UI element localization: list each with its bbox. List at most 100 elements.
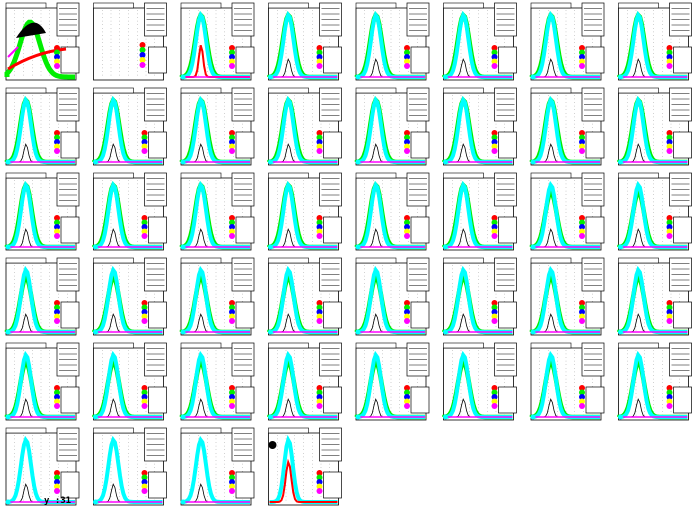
- legend-marker: [54, 309, 60, 315]
- series-cyan-point: [180, 159, 186, 165]
- panel-27: [179, 257, 255, 336]
- series-green: [4, 19, 75, 80]
- panel-12: [267, 87, 342, 166]
- legend-marker: [491, 54, 498, 60]
- legend-marker: [54, 479, 60, 485]
- legend-marker: [404, 228, 410, 235]
- series-cyan-point: [268, 244, 273, 250]
- legend-marker: [141, 228, 148, 235]
- legend-marker: [579, 309, 585, 315]
- legend-marker: [666, 228, 673, 235]
- panel-21: [354, 172, 430, 251]
- legend-marker: [666, 215, 673, 221]
- legend-marker: [54, 233, 60, 239]
- series-cyan-point: [180, 244, 186, 250]
- legend-marker: [666, 300, 673, 306]
- legend-marker: [54, 483, 60, 490]
- panel-title-box: [443, 342, 484, 349]
- panel-38: [442, 342, 517, 421]
- legend-marker: [316, 389, 323, 396]
- legend-marker: [666, 385, 673, 391]
- panel-title-box: [618, 172, 659, 179]
- legend-marker: [54, 148, 60, 154]
- legend-box: [148, 46, 167, 74]
- series-magenta: [7, 46, 19, 58]
- legend-box: [148, 216, 167, 244]
- legend-box: [410, 131, 430, 159]
- legend-marker: [579, 215, 585, 221]
- legend-marker: [491, 389, 498, 396]
- panel-title-box: [443, 257, 484, 264]
- panel-title-box: [5, 87, 47, 94]
- panel-39: [529, 342, 605, 421]
- legend-marker: [404, 148, 410, 154]
- panel-title-box: [443, 87, 484, 94]
- legend-marker: [579, 389, 585, 396]
- legend-marker: [139, 47, 146, 53]
- legend-marker: [316, 219, 323, 226]
- panel-title-box: [268, 342, 309, 349]
- legend-box: [60, 131, 80, 159]
- legend-box: [60, 216, 80, 244]
- legend-marker: [141, 130, 148, 136]
- legend-marker: [229, 385, 235, 391]
- legend-marker: [491, 309, 498, 315]
- series-cyan-point: [268, 414, 273, 420]
- legend-marker: [491, 139, 498, 145]
- panel-13: [354, 87, 430, 166]
- legend-marker: [229, 130, 235, 136]
- legend-marker: [666, 313, 673, 320]
- panel-1: [4, 2, 80, 81]
- legend-marker: [579, 313, 585, 320]
- legend-marker: [666, 403, 673, 409]
- legend-marker: [404, 300, 410, 306]
- panel-43: [180, 427, 255, 506]
- panel-title-box: [443, 172, 484, 179]
- legend-marker: [404, 215, 410, 221]
- legend-marker: [579, 224, 585, 230]
- legend-box: [673, 46, 692, 74]
- legend-marker: [491, 148, 498, 154]
- legend-marker: [229, 54, 235, 60]
- panel-24: [617, 172, 692, 251]
- legend-marker: [229, 318, 235, 324]
- legend-box: [235, 301, 255, 329]
- legend-marker: [54, 58, 60, 65]
- legend-marker: [141, 139, 148, 145]
- panel-19: [179, 172, 255, 251]
- legend-marker: [404, 318, 410, 324]
- panel-title-box: [443, 2, 484, 9]
- legend-marker: [491, 398, 498, 405]
- legend-marker: [316, 304, 323, 311]
- legend-box: [585, 131, 605, 159]
- legend-box: [498, 386, 517, 414]
- panel-title-box: [93, 342, 134, 349]
- panel-title-box: [93, 87, 134, 94]
- series-cyan-point: [180, 329, 186, 335]
- legend-box: [60, 301, 80, 329]
- panel-5: [354, 2, 430, 81]
- panel-title-box: [268, 2, 309, 9]
- legend-marker: [54, 313, 60, 320]
- panel-title-box: [5, 427, 47, 434]
- legend-box: [585, 386, 605, 414]
- legend-marker: [141, 479, 148, 485]
- legend-marker: [316, 58, 323, 65]
- legend-marker: [316, 134, 323, 141]
- legend-marker: [141, 304, 148, 311]
- panel-10: [92, 87, 167, 166]
- legend-marker: [141, 398, 148, 405]
- legend-marker: [666, 304, 673, 311]
- panel-9: [4, 87, 80, 166]
- legend-marker: [139, 42, 146, 48]
- panel-36: [267, 342, 342, 421]
- legend-marker: [139, 57, 146, 63]
- legend-marker: [141, 300, 148, 306]
- series-cyan-point: [443, 74, 448, 80]
- legend-marker: [54, 389, 60, 396]
- panel-title-box: [355, 172, 397, 179]
- legend-marker: [404, 389, 410, 396]
- legend-marker: [54, 45, 60, 51]
- series-cyan-point: [180, 414, 186, 420]
- legend-marker: [316, 398, 323, 405]
